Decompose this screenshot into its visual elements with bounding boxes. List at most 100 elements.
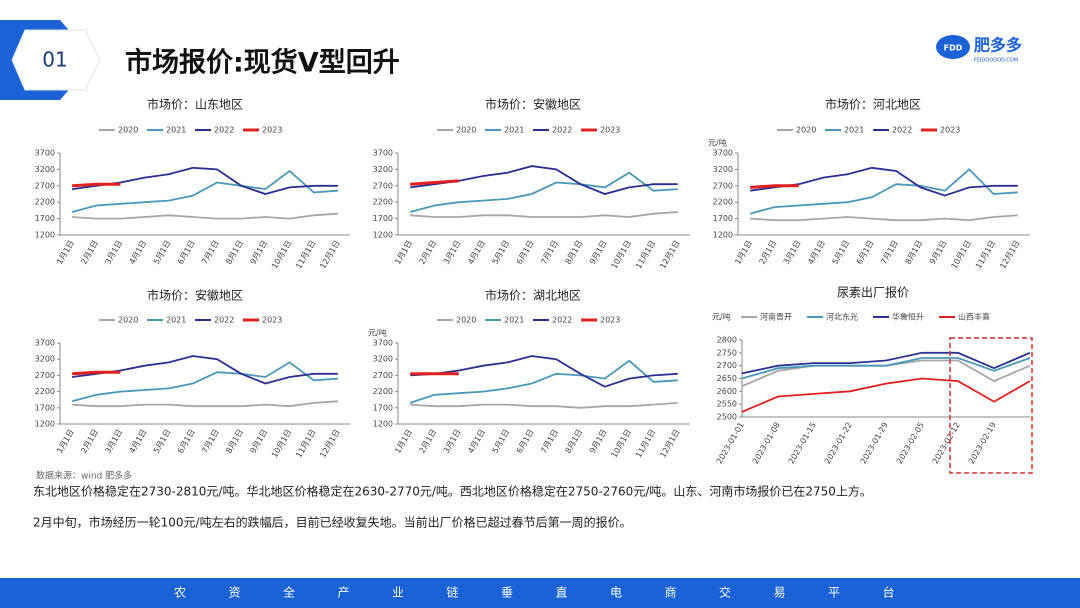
series-line: [72, 400, 338, 408]
y-tick-label: 2600: [717, 387, 737, 396]
page-title: 市场报价:现货V型回升: [125, 47, 400, 79]
section-number: 01: [42, 48, 67, 72]
y-tick-label: 2200: [35, 198, 55, 207]
unit-label: 元/吨: [712, 312, 731, 322]
legend-label: 2020: [456, 316, 476, 325]
footer-text: 直: [555, 586, 567, 600]
footer-bar: [0, 578, 1080, 608]
chart-title: 市场价：安徽地区: [485, 97, 581, 112]
y-tick-label: 2700: [713, 181, 733, 190]
footer-text: 全: [283, 585, 295, 600]
series-line: [72, 182, 121, 188]
footer-text: 垂: [501, 586, 513, 600]
legend-label: 2023: [262, 126, 282, 135]
legend-label: 河北东光: [826, 312, 858, 322]
legend-label: 2022: [552, 126, 572, 135]
y-tick-label: 1700: [35, 403, 55, 412]
series-line: [749, 168, 1018, 215]
series-line: [410, 355, 678, 388]
legend-label: 2020: [118, 126, 138, 135]
footer-text: 资: [228, 586, 240, 600]
legend-label: 2023: [600, 316, 620, 325]
y-tick-label: 2500: [717, 413, 737, 422]
logo-sub: FEIDOODOO.COM: [974, 58, 1018, 64]
legend-label: 2021: [844, 126, 864, 135]
badge: [11, 29, 101, 91]
legend-label: 2020: [796, 126, 816, 135]
y-tick-label: 3700: [35, 149, 55, 158]
chart-title: 尿素出厂报价: [837, 285, 909, 300]
legend-label: 2021: [166, 316, 186, 325]
legend-label: 2020: [118, 316, 138, 325]
chart-title: 市场价：山东地区: [147, 97, 243, 112]
footer-text: 商: [664, 585, 676, 600]
footer-text: 业: [392, 586, 404, 600]
footer-text: 链: [446, 585, 458, 600]
legend-label: 2022: [214, 126, 234, 135]
y-tick-label: 2700: [35, 181, 55, 190]
y-tick-label: 1200: [373, 420, 393, 429]
chart-title: 市场价：安徽地区: [147, 288, 243, 303]
series-line: [71, 169, 338, 213]
y-tick-label: 1200: [35, 420, 55, 429]
y-tick-label: 2550: [717, 400, 737, 409]
y-tick-label: 3700: [373, 339, 393, 348]
chart-title: 市场价：河北地区: [825, 97, 921, 112]
y-tick-label: 1700: [373, 403, 393, 412]
legend-label: 2020: [456, 126, 476, 135]
footer-text: 电: [610, 586, 622, 600]
legend-label: 2022: [892, 126, 912, 135]
legend-label: 2021: [166, 126, 186, 135]
legend-label: 2022: [552, 316, 572, 325]
highlight-box: [949, 337, 1033, 474]
y-tick-label: 3200: [373, 355, 393, 364]
y-tick-label: 2200: [373, 198, 393, 207]
y-tick-label: 1200: [713, 231, 733, 240]
legend-label: 2023: [940, 126, 960, 135]
y-tick-label: 3700: [373, 149, 393, 158]
footer-text: 平: [828, 586, 840, 600]
series-line: [410, 402, 678, 409]
paragraph: 2月中旬，市场经历一轮100元/吨左右的跌幅后，目前已经收复失地。当前出厂价格已…: [33, 515, 632, 530]
footer-text: 易: [773, 586, 785, 600]
footer-text: 交: [719, 585, 731, 600]
y-tick-label: 1700: [373, 214, 393, 223]
legend-label: 山西丰喜: [958, 312, 990, 322]
series-line: [410, 211, 678, 218]
source: 数据来源：wind 肥多多: [36, 470, 132, 482]
footer-text: 台: [882, 585, 894, 600]
y-tick-label: 1200: [35, 231, 55, 240]
logo-mark: [936, 35, 970, 59]
y-tick-label: 1200: [373, 231, 393, 240]
y-tick-label: 2200: [373, 387, 393, 396]
legend-label: 2021: [504, 126, 524, 135]
y-tick-label: 2700: [373, 371, 393, 380]
series-line: [72, 370, 121, 376]
y-tick-label: 3200: [35, 355, 55, 364]
unit-label: 元/吨: [368, 328, 387, 338]
y-tick-label: 2800: [717, 336, 737, 345]
y-tick-label: 2650: [717, 374, 737, 383]
y-tick-label: 3700: [35, 339, 55, 348]
y-tick-label: 2700: [373, 181, 393, 190]
y-tick-label: 3200: [373, 165, 393, 174]
y-tick-label: 3200: [713, 165, 733, 174]
y-tick-label: 2700: [717, 361, 737, 370]
footer-text: 产: [337, 586, 349, 600]
unit-label: 元/吨: [708, 138, 727, 148]
y-tick-label: 1700: [35, 214, 55, 223]
series-line: [750, 214, 1018, 222]
legend-label: 2023: [600, 126, 620, 135]
series-line: [741, 351, 1031, 375]
legend-label: 2022: [214, 316, 234, 325]
y-tick-label: 2700: [35, 371, 55, 380]
footer-text: 农: [174, 586, 186, 600]
series-line: [72, 212, 338, 220]
series-line: [750, 184, 799, 189]
legend-label: 华鲁恒升: [892, 312, 924, 322]
series-line: [409, 171, 678, 213]
series-line: [741, 377, 1031, 413]
logo-text: 肥多多: [974, 36, 1022, 55]
